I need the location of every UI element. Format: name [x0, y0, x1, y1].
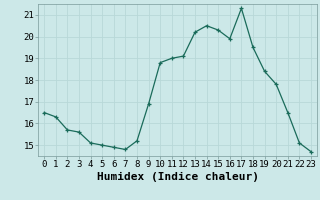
- X-axis label: Humidex (Indice chaleur): Humidex (Indice chaleur): [97, 172, 259, 182]
